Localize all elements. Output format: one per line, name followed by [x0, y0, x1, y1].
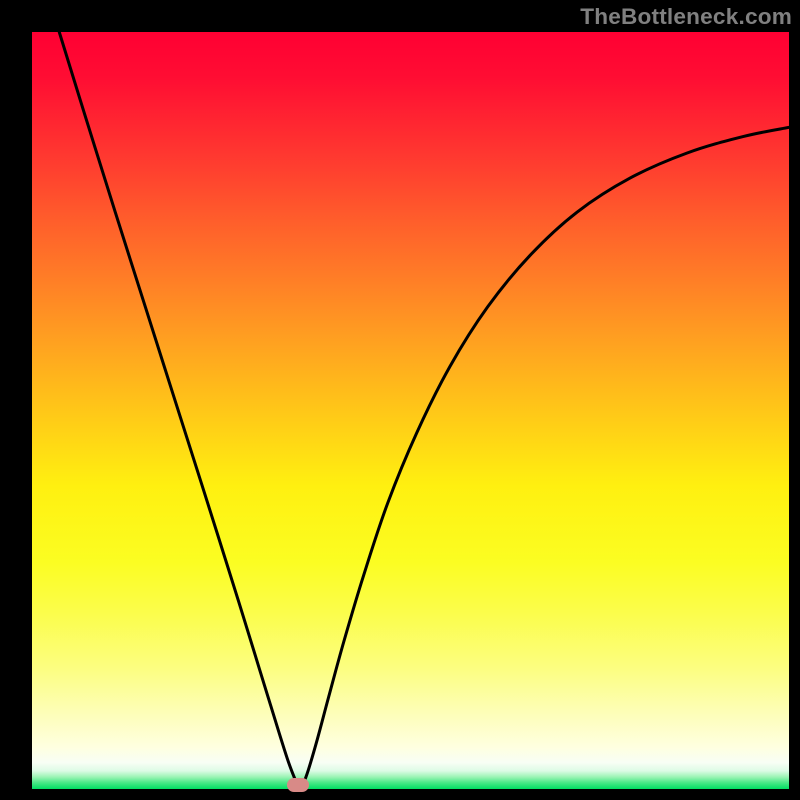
plot-area: [32, 32, 789, 789]
curve-right-branch: [300, 127, 789, 789]
curve-layer: [32, 32, 789, 789]
curve-left-branch: [59, 32, 300, 789]
minimum-marker: [287, 778, 309, 792]
chart-container: TheBottleneck.com: [0, 0, 800, 800]
watermark-text: TheBottleneck.com: [580, 4, 792, 30]
